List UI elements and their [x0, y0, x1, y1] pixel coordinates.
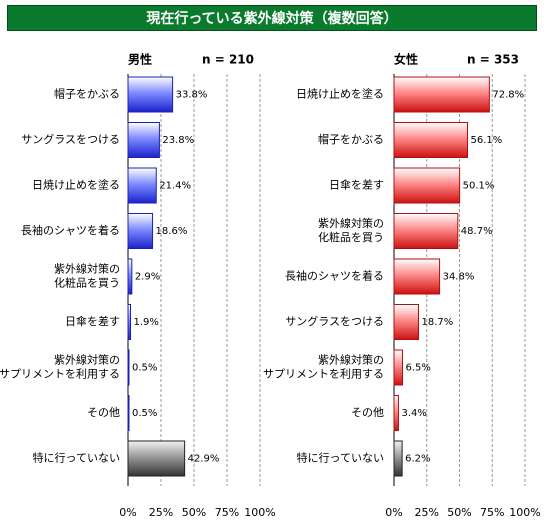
- category-label: 長袖のシャツを着る: [21, 223, 120, 237]
- bar: [127, 395, 130, 431]
- data-label: 42.9%: [188, 454, 220, 465]
- data-label: 3.4%: [401, 408, 426, 419]
- bar: [127, 304, 132, 340]
- category-label: 紫外線対策のサプリメントを利用する: [0, 353, 120, 381]
- x-tick-label: 0%: [119, 506, 136, 519]
- data-label: 18.7%: [421, 317, 453, 328]
- data-label: 56.1%: [470, 135, 502, 146]
- data-label: 0.5%: [132, 408, 157, 419]
- n-label: n = 210: [202, 53, 254, 67]
- bar: [127, 167, 157, 204]
- category-label: サングラスをつける: [285, 314, 384, 328]
- data-label: 48.7%: [461, 226, 493, 237]
- category-label: その他: [87, 406, 120, 419]
- data-label: 23.8%: [162, 135, 194, 146]
- data-label: 72.8%: [492, 90, 524, 101]
- bar: [127, 349, 130, 386]
- n-label: n = 353: [467, 53, 519, 67]
- category-label-line: サプリメントを利用する: [263, 368, 384, 381]
- category-label-line: 紫外線対策の: [54, 353, 120, 367]
- data-label: 50.1%: [463, 181, 495, 192]
- category-label: 特に行っていない: [33, 451, 120, 465]
- data-label: 1.9%: [134, 317, 159, 328]
- bar: [393, 167, 461, 204]
- bar: [393, 349, 404, 386]
- category-label-line: 紫外線対策の: [318, 353, 384, 367]
- category-label: 帽子をかぶる: [318, 133, 384, 146]
- category-label: サングラスをつける: [21, 132, 120, 146]
- x-tick-label: 75%: [480, 506, 504, 519]
- x-tick-label: 50%: [182, 506, 206, 519]
- x-tick-label: 100%: [509, 506, 540, 519]
- bar: [393, 258, 441, 295]
- category-label: 特に行っていない: [297, 451, 384, 465]
- bar: [127, 258, 133, 295]
- data-label: 34.8%: [443, 272, 475, 283]
- category-label: 日焼け止めを塗る: [32, 178, 120, 192]
- x-tick-label: 25%: [415, 506, 439, 519]
- bar: [127, 213, 154, 249]
- x-tick-label: 25%: [149, 506, 173, 519]
- category-label: 日傘を差す: [329, 178, 384, 192]
- data-label: 18.6%: [156, 226, 188, 237]
- category-label-line: 化粧品を買う: [54, 276, 120, 290]
- data-label: 6.5%: [406, 363, 431, 374]
- panel-header: 男性: [128, 52, 152, 67]
- category-label: 日焼け止めを塗る: [296, 87, 384, 101]
- bar: [127, 440, 186, 477]
- x-tick-label: 50%: [447, 506, 471, 519]
- bar: [393, 304, 419, 340]
- category-label-line: サプリメントを利用する: [0, 368, 120, 381]
- panel-header: 女性: [394, 52, 418, 67]
- category-label: 紫外線対策の化粧品を買う: [54, 262, 120, 290]
- category-label: 帽子をかぶる: [54, 88, 120, 101]
- data-label: 0.5%: [132, 363, 157, 374]
- category-label: 紫外線対策のサプリメントを利用する: [263, 353, 384, 381]
- category-label: 紫外線対策の化粧品を買う: [318, 216, 384, 244]
- category-label: 日傘を差す: [65, 314, 120, 328]
- bar: [393, 440, 403, 477]
- x-tick-label: 100%: [244, 506, 275, 519]
- bar: [393, 395, 399, 431]
- data-label: 2.9%: [135, 272, 160, 283]
- category-label-line: 紫外線対策の: [318, 216, 384, 230]
- bar: [393, 213, 459, 249]
- bar: [127, 76, 174, 113]
- x-tick-label: 75%: [215, 506, 239, 519]
- data-label: 33.8%: [176, 90, 208, 101]
- category-label-line: 紫外線対策の: [54, 262, 120, 276]
- data-label: 6.2%: [405, 454, 430, 465]
- bar: [393, 122, 468, 158]
- data-label: 21.4%: [159, 181, 191, 192]
- category-label-line: 化粧品を買う: [318, 230, 384, 244]
- bar: [393, 76, 490, 113]
- x-tick-label: 0%: [385, 506, 402, 519]
- category-label: 長袖のシャツを着る: [285, 269, 384, 283]
- chart-title: 現在行っている紫外線対策（複数回答）: [7, 5, 537, 31]
- bar: [127, 122, 160, 158]
- category-label: その他: [351, 406, 384, 419]
